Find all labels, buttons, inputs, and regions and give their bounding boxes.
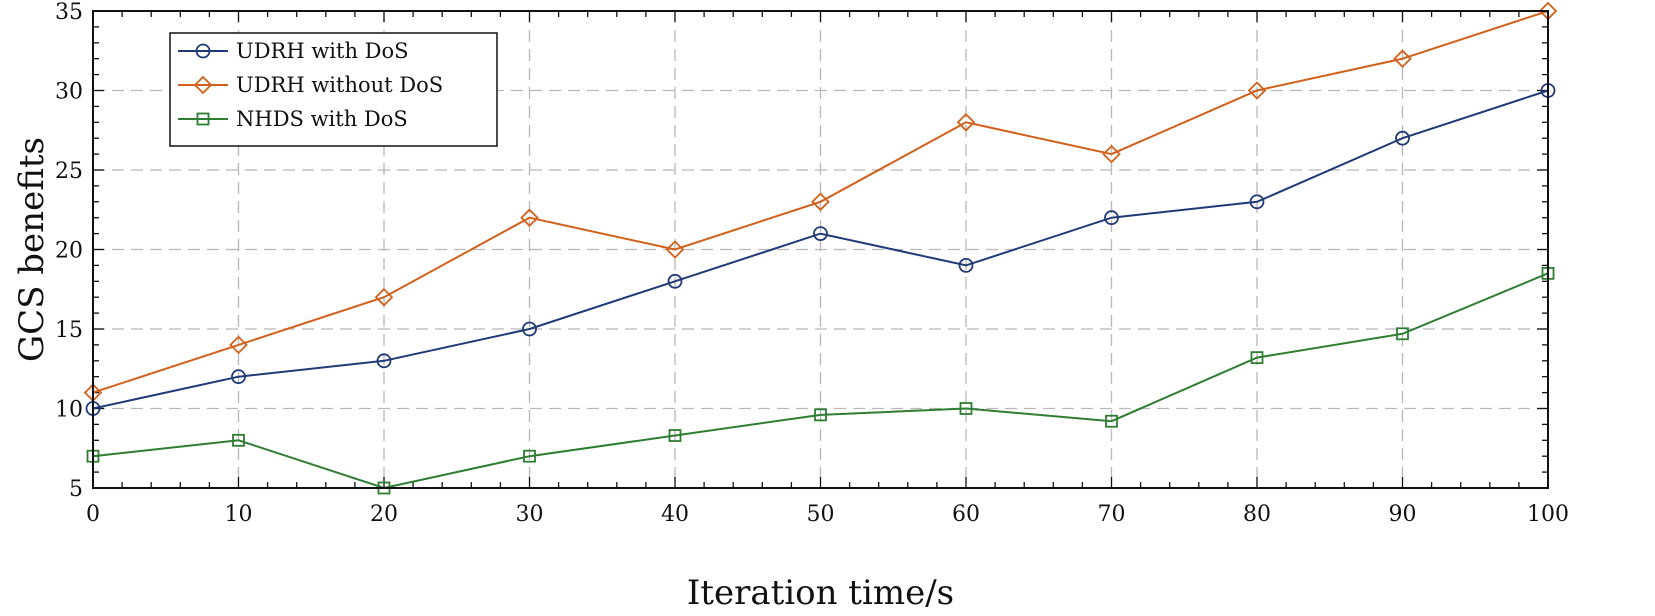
legend-item-3: NHDS with DoS: [178, 107, 408, 131]
series-1-point-60: [958, 257, 974, 273]
series-1-point-40: [667, 273, 683, 289]
series-group: [83, 1, 1558, 495]
x-tick-label-80: 80: [1243, 502, 1271, 527]
y-tick-label-5: 5: [69, 477, 83, 502]
legend-marker-2: [193, 75, 213, 95]
series-2: [83, 1, 1558, 402]
series-1-point-90: [1395, 130, 1410, 146]
x-axis-title: Iteration time/s: [687, 573, 954, 613]
series-3-point-50: [814, 408, 827, 422]
series-2-point-80: [1247, 81, 1267, 100]
series-line-1: [92, 89, 1549, 410]
series-1-point-30: [522, 321, 537, 337]
series-2-point-40: [665, 240, 685, 259]
series-1-point-80: [1249, 194, 1265, 210]
x-tick-label-50: 50: [807, 502, 835, 527]
x-tick-label-40: 40: [661, 502, 689, 527]
legend-marker-3: [196, 112, 210, 126]
series-3-point-60: [959, 402, 973, 415]
series-1-point-20: [376, 353, 392, 369]
series-1-point-10: [231, 369, 246, 385]
y-tick-label-35: 35: [55, 0, 83, 25]
plot-frame: [92, 10, 1549, 489]
series-1-point-70: [1104, 210, 1119, 226]
y-tick-label-30: 30: [55, 80, 83, 105]
x-tick-label-0: 0: [86, 502, 100, 527]
series-2-point-70: [1102, 144, 1121, 164]
x-tick-label-100: 100: [1527, 502, 1569, 527]
x-tick-label-20: 20: [370, 502, 398, 527]
series-2-point-20: [374, 287, 394, 307]
series-2-point-10: [229, 335, 248, 355]
series-3-point-90: [1396, 327, 1409, 341]
y-tick-label-20: 20: [55, 239, 83, 264]
legend: UDRH with DoS UDRH without DoS NHDS with D…: [169, 32, 498, 147]
legend-item-1: UDRH with DoS: [178, 39, 409, 63]
series-3-point-40: [668, 429, 682, 442]
legend-label-3: NHDS with DoS: [236, 107, 408, 131]
series-1: [85, 83, 1556, 416]
series-line-2: [92, 10, 1549, 394]
y-tick-label-25: 25: [55, 159, 83, 184]
legend-item-2: UDRH without DoS: [178, 73, 443, 97]
series-2-point-90: [1393, 49, 1412, 68]
x-tick-label-10: 10: [225, 502, 253, 527]
series-line-3: [92, 272, 1549, 490]
series-1-point-50: [813, 226, 828, 242]
x-tick-label-70: 70: [1098, 502, 1126, 527]
series-3-point-80: [1250, 351, 1264, 365]
legend-label-2: UDRH without DoS: [236, 73, 443, 97]
y-axis-title: GCS benefits: [12, 137, 52, 362]
series-3-point-70: [1105, 414, 1118, 428]
legend-label-1: UDRH with DoS: [236, 39, 409, 63]
series-2-point-60: [956, 113, 976, 132]
x-tick-label-30: 30: [516, 502, 544, 527]
legend-marker-1: [195, 43, 211, 59]
series-3-point-10: [232, 433, 245, 447]
series-2-point-30: [520, 208, 539, 227]
x-tick-label-60: 60: [952, 502, 980, 527]
y-tick-label-15: 15: [55, 318, 83, 343]
x-tick-label-90: 90: [1389, 502, 1417, 527]
y-tick-label-10: 10: [55, 398, 83, 423]
series-2-point-50: [811, 192, 830, 212]
series-3-point-30: [523, 449, 536, 463]
tick-labels: 0 10 20 30 40 50 60 70 80 90 100 5 10 15 20 25 30 35: [55, 0, 1569, 527]
